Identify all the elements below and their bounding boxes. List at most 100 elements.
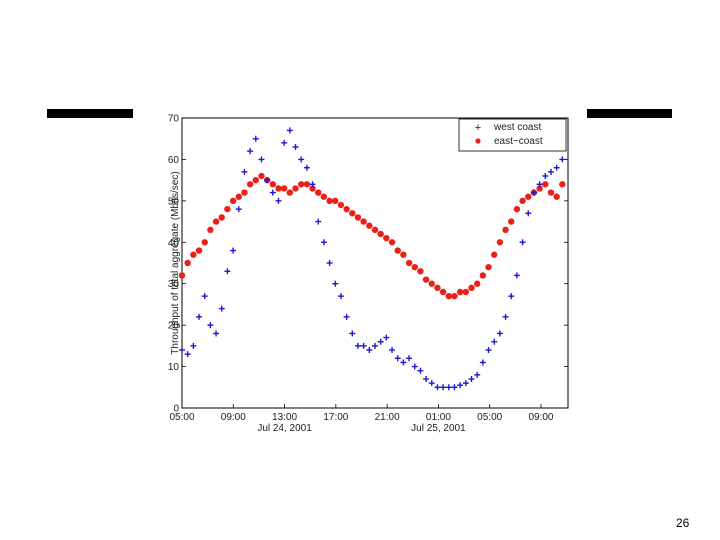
data-point-east-coast [275,185,282,192]
data-point-west-coast [423,376,430,382]
data-point-west-coast [513,272,520,279]
data-point-east-coast [258,172,265,180]
data-point-west-coast [292,144,299,150]
data-point-east-coast [513,205,521,213]
x-tick-label: 17:00 [323,412,348,423]
data-point-east-coast [445,292,452,300]
data-point-east-coast [315,189,322,196]
y-tick-label: 40 [168,238,180,249]
data-point-west-coast [320,239,327,246]
data-point-east-coast [309,185,316,192]
data-point-west-coast [553,164,560,171]
data-point-east-coast [462,288,470,296]
data-point-east-coast [456,288,464,296]
data-point-west-coast [179,347,185,353]
data-point-east-coast [241,189,248,196]
y-tick-label: 50 [168,196,180,207]
x-tick-label: 21:00 [375,412,400,423]
data-point-east-coast [190,251,197,258]
data-point-east-coast [343,205,350,213]
data-point-east-coast [292,185,299,192]
data-point-east-coast [360,218,367,225]
data-point-west-coast [502,313,509,320]
data-point-east-coast [178,272,186,279]
data-point-west-coast [519,239,526,246]
data-point-west-coast [207,322,214,329]
data-point-west-coast [525,210,532,217]
data-point-west-coast [377,338,384,345]
data-point-west-coast [366,347,373,353]
data-point-east-coast [434,284,441,292]
data-point-west-coast [400,359,407,366]
y-tick-label: 10 [168,362,180,373]
data-point-west-coast [337,293,344,300]
data-point-east-coast [485,263,492,271]
plot-area [181,117,569,409]
data-point-west-coast [491,338,498,345]
data-point-west-coast [213,330,220,337]
data-point-east-coast [508,218,515,225]
data-point-west-coast [389,347,396,353]
data-point-east-coast [252,176,259,184]
y-tick-label: 0 [173,404,179,415]
data-point-west-coast [258,156,265,163]
x-date-label: Jul 24, 2001 [257,423,312,434]
data-point-east-coast [405,259,413,267]
data-point-east-coast [525,193,532,200]
data-point-east-coast [280,185,288,192]
data-point-west-coast [451,384,458,391]
data-point-east-coast [349,210,356,217]
data-point-east-coast [383,234,390,242]
data-point-east-coast [428,280,435,287]
data-point-west-coast [326,260,333,266]
y-tick-label: 20 [168,321,180,332]
data-point-east-coast [473,280,481,287]
data-point-west-coast [241,168,248,175]
data-point-west-coast [190,342,197,349]
data-point-east-coast [559,181,566,188]
data-point-east-coast [451,292,458,300]
data-point-east-coast [417,268,424,275]
data-point-east-coast [502,226,509,234]
y-axis: 0 10 20 30 40 50 60 70 [168,114,568,415]
data-point-west-coast [468,376,475,382]
data-point-west-coast [230,247,237,254]
y-tick-label: 70 [168,114,180,125]
data-point-east-coast [212,218,220,225]
data-point-east-coast [479,272,487,279]
data-point-east-coast [320,193,328,200]
data-point-west-coast [303,164,310,171]
data-point-west-coast [406,355,413,362]
data-point-west-coast [440,384,447,391]
data-point-east-coast [195,247,203,254]
legend: + west coast east−coast [458,118,567,152]
data-point-east-coast [337,201,345,209]
data-point-east-coast [394,247,401,254]
data-point-west-coast [343,313,350,320]
data-point-east-coast [298,181,305,188]
series-layer [178,127,566,391]
data-point-west-coast [286,127,293,134]
y-tick-label: 30 [168,279,180,290]
data-point-east-coast [207,226,214,234]
data-point-west-coast [474,371,481,378]
data-point-east-coast [246,181,254,188]
legend-marker-east [475,138,481,144]
data-point-west-coast [235,206,242,213]
data-point-west-coast [372,342,378,349]
data-point-west-coast [428,380,435,387]
data-point-west-coast [247,148,254,155]
data-point-west-coast [383,334,390,341]
data-point-west-coast [508,293,515,300]
data-point-west-coast [264,177,271,184]
x-tick-label: 05:00 [169,412,194,423]
data-point-east-coast [536,185,543,192]
data-point-east-coast [422,276,430,283]
data-point-east-coast [201,239,208,246]
data-point-west-coast [530,189,537,196]
data-point-east-coast [354,214,362,221]
data-point-east-coast [184,259,191,267]
data-point-west-coast [298,156,305,163]
data-point-west-coast [309,181,316,188]
data-point-east-coast [547,189,555,196]
